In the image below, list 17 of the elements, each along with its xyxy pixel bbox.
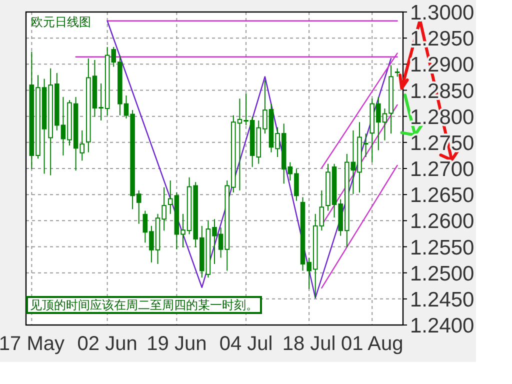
x-tick-label: 02 Jun [77, 333, 138, 355]
y-tick-label: 1.3000 [410, 2, 474, 24]
y-tick-label: 1.2650 [410, 184, 474, 208]
y-tick-label: 1.2400 [410, 314, 474, 338]
y-tick-label: 1.2700 [410, 158, 474, 181]
y-tick-label: 1.2600 [410, 210, 474, 234]
x-tick-label: 18 Jul [282, 333, 336, 355]
note: 见顶的时间应该在周二至周四的某一时刻。 [26, 296, 262, 314]
y-tick-label: 1.2500 [410, 262, 474, 286]
annotation: 见顶的时间应该在周二至周四的某一时刻。 [30, 298, 258, 312]
y-tick-label: 1.2550 [410, 236, 474, 260]
x-tick-label: 17 May [0, 333, 64, 355]
chart-title: 欧元日线图 [31, 15, 91, 29]
x-tick-label: 19 Jun [146, 333, 207, 355]
x-tick-label: 04 Jul [219, 333, 273, 355]
y-tick-label: 1.2450 [410, 288, 474, 312]
x-tick-label: 01 Aug [340, 333, 404, 355]
